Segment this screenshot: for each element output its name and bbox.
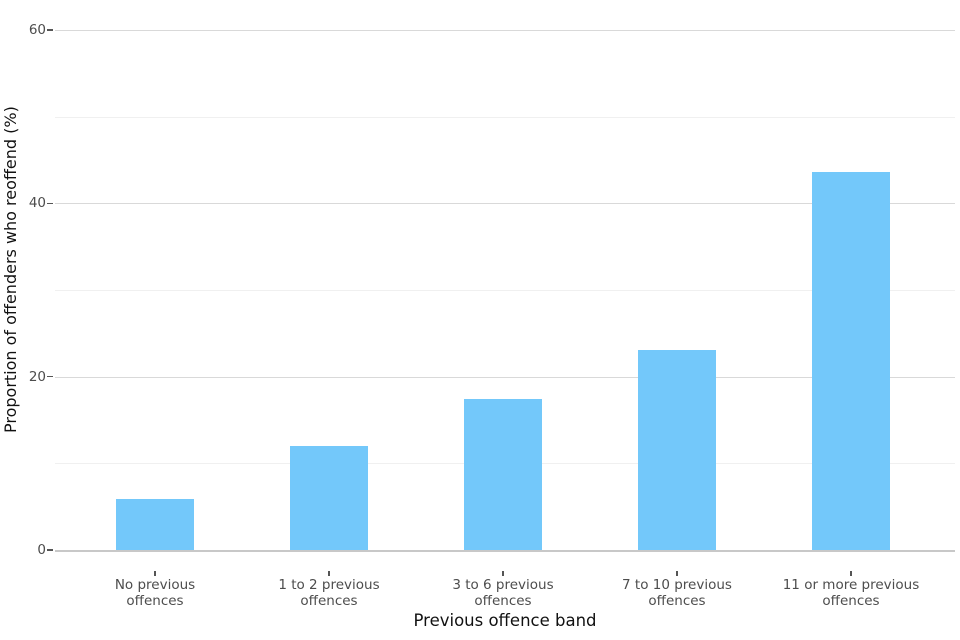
gridline-minor-50 [55, 116, 955, 118]
x-tick-mark-1 [154, 571, 156, 576]
y-axis-title: Proportion of offenders who reoffend (%) [1, 106, 20, 434]
gridline-major-60 [55, 30, 955, 31]
gridline-major-40 [55, 203, 955, 205]
x-tick-label-2: 1 to 2 previous offences [278, 577, 380, 609]
x-tick-mark-4 [676, 571, 678, 576]
y-tick-label-20: 20 [28, 368, 46, 385]
bar-2 [290, 446, 368, 551]
y-tick-label-40: 40 [28, 195, 46, 212]
y-tick-label-0: 0 [37, 542, 46, 558]
x-tick-label-4: 7 to 10 previous offences [622, 577, 732, 609]
y-tick-mark-60 [47, 29, 53, 31]
x-tick-label-1: No previous offences [114, 577, 196, 609]
x-axis-title: Previous offence band [413, 611, 597, 630]
y-tick-mark-20 [47, 375, 53, 378]
x-axis-line [55, 549, 955, 552]
gridline-minor-30 [55, 290, 955, 291]
x-tick-mark-3 [502, 571, 504, 576]
x-tick-label-3: 3 to 6 previous offences [452, 577, 554, 609]
gridline-major-20 [55, 376, 955, 378]
bar-5 [812, 172, 890, 551]
x-tick-mark-5 [850, 571, 852, 576]
y-tick-label-60: 60 [28, 22, 46, 38]
bar-4 [638, 349, 716, 551]
y-tick-mark-40 [47, 202, 53, 205]
bar-3 [464, 399, 542, 551]
y-tick-mark-0 [47, 549, 53, 551]
x-tick-label-5: 11 or more previous offences [782, 577, 920, 609]
x-tick-mark-2 [328, 571, 330, 576]
bar-1 [116, 498, 194, 551]
